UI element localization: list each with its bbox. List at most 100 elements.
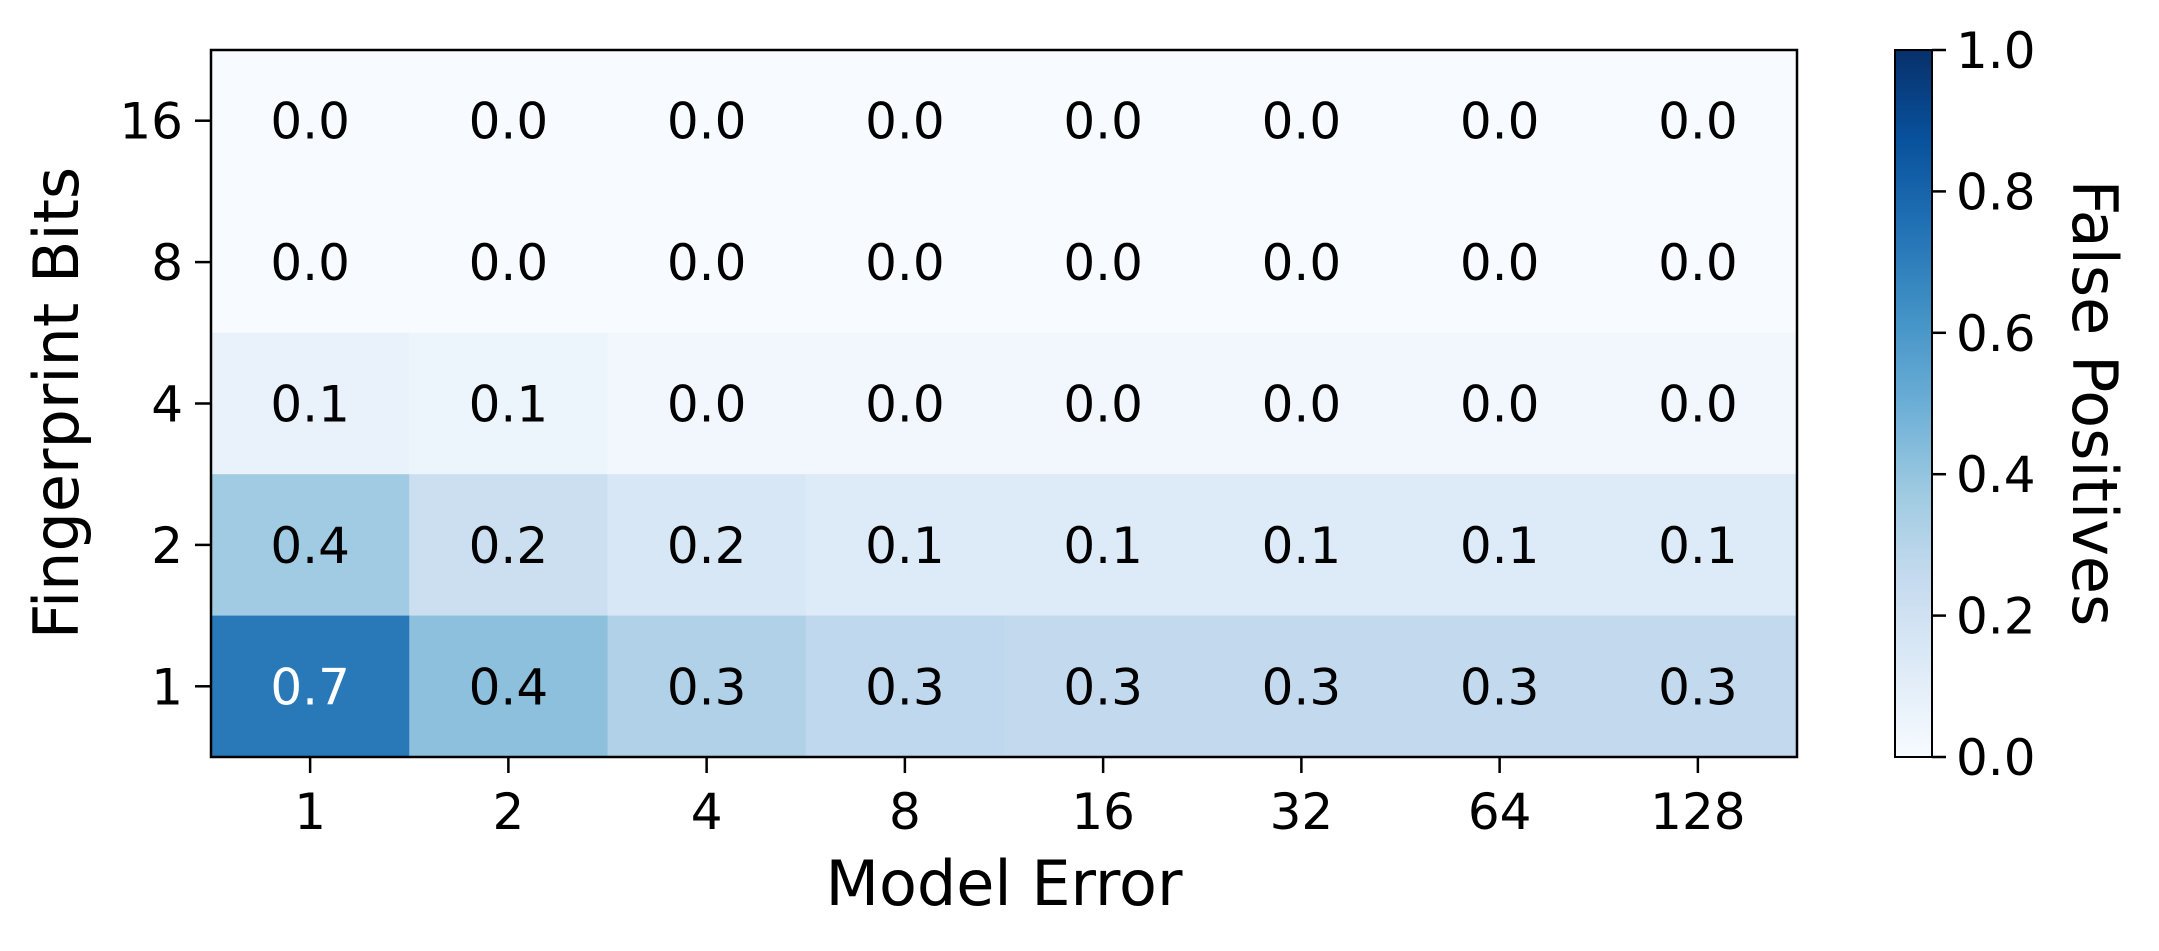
- y-tick-label: 4: [151, 376, 183, 434]
- colorbar-tick-label: 0.0: [1956, 729, 2036, 787]
- heatmap-cell: [409, 50, 608, 192]
- cell-value-label: 0.3: [667, 658, 747, 716]
- heatmap-cell: [211, 474, 410, 617]
- cell-value-label: 0.0: [1460, 93, 1540, 151]
- x-tick-label: 128: [1650, 783, 1745, 841]
- y-axis-label: Fingerprint Bits: [20, 167, 93, 639]
- cell-value-label: 0.0: [865, 93, 945, 151]
- heatmap-cell: [1202, 332, 1401, 475]
- heatmap-cell: [607, 191, 807, 334]
- heatmap-cell: [1202, 474, 1401, 617]
- cell-value-label: 0.0: [270, 93, 350, 151]
- heatmap-cell: [607, 474, 807, 617]
- heatmap-cell: [1004, 332, 1203, 475]
- heatmap-cell: [607, 50, 807, 192]
- cell-value-label: 0.0: [667, 234, 747, 292]
- y-tick-label: 2: [151, 517, 183, 575]
- cell-value-label: 0.4: [270, 517, 350, 575]
- heatmap-cell: [805, 332, 1005, 475]
- cell-value-label: 0.0: [1063, 234, 1143, 292]
- cell-value-label: 0.0: [270, 234, 350, 292]
- heatmap-cell-labels: 0.0 0.0 0.0 0.0 0.0 0.0 0.0 0.0 0.0 0.0 0.0 0.0 0.0 0…: [270, 93, 1737, 717]
- y-tick-label: 1: [151, 658, 183, 716]
- heatmap-cell: [805, 191, 1005, 334]
- colorbar-tick-label: 1.0: [1956, 22, 2036, 80]
- y-tick-label: 8: [151, 234, 183, 292]
- cell-value-label: 0.3: [1262, 658, 1342, 716]
- cell-value-label: 0.0: [865, 234, 945, 292]
- heatmap-cell: [1202, 50, 1401, 192]
- cell-value-label: 0.1: [469, 376, 549, 434]
- cell-value-label: 0.1: [270, 376, 350, 434]
- cell-value-label: 0.1: [1658, 517, 1738, 575]
- cell-value-label: 0.0: [469, 93, 549, 151]
- cell-value-label: 0.0: [1262, 93, 1342, 151]
- heatmap-cell: [1004, 474, 1203, 617]
- cell-value-label: 0.0: [1262, 376, 1342, 434]
- heatmap-cell: [1400, 50, 1600, 192]
- x-tick-label: 32: [1270, 783, 1334, 841]
- cell-value-label: 0.1: [865, 517, 945, 575]
- heatmap-cell: [409, 474, 608, 617]
- heatmap-cell: [1598, 191, 1798, 334]
- colorbar-tick-label: 0.4: [1956, 446, 2036, 504]
- heatmap-cell: [1400, 615, 1600, 758]
- cell-value-label: 0.0: [1460, 376, 1540, 434]
- heatmap-cell: [805, 474, 1005, 617]
- heatmap-cell: [607, 615, 807, 758]
- cell-value-label: 0.0: [1262, 234, 1342, 292]
- x-tick-label: 16: [1071, 783, 1135, 841]
- heatmap-cell: [1202, 191, 1401, 334]
- cell-value-label: 0.0: [865, 376, 945, 434]
- heatmap-cell: [1400, 191, 1600, 334]
- cell-value-label: 0.0: [1658, 93, 1738, 151]
- heatmap-cell: [1004, 615, 1203, 758]
- cell-value-label: 0.3: [1063, 658, 1143, 716]
- x-axis-label: Model Error: [826, 847, 1183, 920]
- heatmap-cell: [211, 615, 410, 758]
- colorbar-ticks: 0.0 0.2 0.4 0.6 0.8 1.0: [1932, 22, 2036, 787]
- colorbar-tick-label: 0.8: [1956, 163, 2036, 221]
- heatmap-cell: [1004, 191, 1203, 334]
- heatmap-cell: [805, 615, 1005, 758]
- heatmap-cell: [409, 191, 608, 334]
- cell-value-label: 0.0: [469, 234, 549, 292]
- heatmap-cell: [1598, 332, 1798, 475]
- y-tick-label: 16: [119, 93, 183, 151]
- cell-value-label: 0.7: [270, 658, 350, 716]
- cell-value-label: 0.0: [667, 376, 747, 434]
- heatmap-cell: [805, 50, 1005, 192]
- cell-value-label: 0.3: [1460, 658, 1540, 716]
- heatmap-cell: [1400, 474, 1600, 617]
- cell-value-label: 0.0: [667, 93, 747, 151]
- heatmap-cell: [211, 191, 410, 334]
- cell-value-label: 0.4: [469, 658, 549, 716]
- cell-value-label: 0.0: [1063, 93, 1143, 151]
- heatmap-cell: [211, 50, 410, 192]
- cell-value-label: 0.1: [1460, 517, 1540, 575]
- heatmap-cell: [1598, 615, 1798, 758]
- cell-value-label: 0.2: [469, 517, 549, 575]
- x-axis-ticks: 1 2 4 8 16 32 64 128: [294, 757, 1746, 841]
- cell-value-label: 0.0: [1063, 376, 1143, 434]
- x-tick-label: 4: [691, 783, 723, 841]
- heatmap-cell: [409, 615, 608, 758]
- x-tick-label: 1: [294, 783, 326, 841]
- heatmap-cell: [211, 332, 410, 475]
- x-tick-label: 2: [492, 783, 524, 841]
- cell-value-label: 0.0: [1658, 234, 1738, 292]
- colorbar: [1894, 49, 1933, 758]
- heatmap-cell: [1598, 474, 1798, 617]
- y-axis-ticks: 16 8 4 2 1: [119, 93, 211, 716]
- colorbar-label: False Positives: [2058, 180, 2131, 627]
- x-tick-label: 8: [889, 783, 921, 841]
- heatmap-cell: [1400, 332, 1600, 475]
- cell-value-label: 0.2: [667, 517, 747, 575]
- cell-value-label: 0.0: [1460, 234, 1540, 292]
- heatmap-cells: [211, 50, 1798, 758]
- cell-value-label: 0.3: [865, 658, 945, 716]
- heatmap-cell: [607, 332, 807, 475]
- colorbar-tick-label: 0.6: [1956, 305, 2036, 363]
- x-tick-label: 64: [1468, 783, 1532, 841]
